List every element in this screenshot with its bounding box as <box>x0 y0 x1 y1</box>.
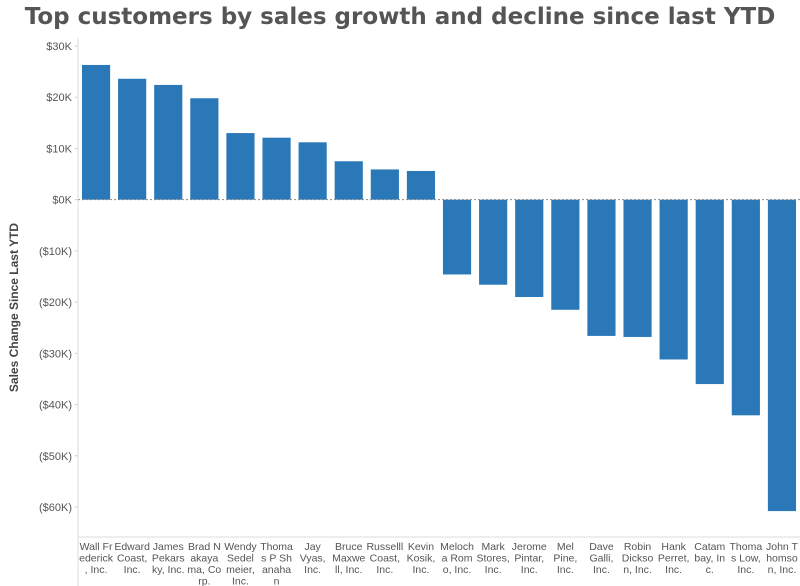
y-tick-label: ($40K) <box>39 400 72 412</box>
bar[interactable] <box>190 98 219 200</box>
x-category-label: Meloch a Rom o, Inc. <box>440 541 474 576</box>
y-tick-label: ($30K) <box>39 348 72 360</box>
bars <box>81 64 797 512</box>
y-tick-label: ($10K) <box>39 246 72 258</box>
bar[interactable] <box>442 199 472 275</box>
x-category-label: Catam bay, In c. <box>694 541 725 576</box>
x-category-label: Russelll Coast, Inc. <box>366 541 403 576</box>
y-tick-label: $30K <box>46 41 72 53</box>
y-tick-label: $0K <box>52 195 72 207</box>
bar[interactable] <box>731 199 760 416</box>
bar[interactable] <box>262 137 291 200</box>
x-category-label: Bruce Maxwe ll, Inc. <box>332 541 365 576</box>
bar[interactable] <box>587 199 616 336</box>
x-category-label: Mark Stores, Inc. <box>477 541 510 576</box>
bar[interactable] <box>154 84 183 200</box>
x-category-label: James Pekars ky, Inc. <box>152 541 185 576</box>
bar[interactable] <box>479 199 508 285</box>
y-tick-label: ($20K) <box>39 297 72 309</box>
x-category-label: Robin Dickso n, Inc. <box>622 541 654 576</box>
bar[interactable] <box>334 161 363 200</box>
x-category-label: Dave Galli, Inc. <box>589 541 614 576</box>
x-category-label: Hank Perret, Inc. <box>658 541 690 576</box>
x-category-label: Thoma s P Sh anaha n <box>260 541 293 586</box>
x-category-label: Jerome Pintar, Inc. <box>512 541 547 576</box>
bar[interactable] <box>226 133 255 200</box>
bar[interactable] <box>406 170 436 200</box>
bar[interactable] <box>623 199 652 337</box>
x-axis-categories: Wall Fr ederick, Inc.Edward Coast, Inc.Jame… <box>79 541 798 586</box>
y-tick-label: $20K <box>46 92 72 104</box>
x-category-label: Kevin Kosik, Inc. <box>407 541 436 576</box>
x-category-label: Wendy Sedel meier, Inc. <box>224 541 257 586</box>
bar[interactable] <box>370 169 399 200</box>
x-category-label: Wall Fr ederick, Inc. <box>79 541 114 576</box>
bar[interactable] <box>118 78 147 200</box>
y-tick-label: ($60K) <box>39 502 72 514</box>
x-category-label: Edward Coast, Inc. <box>114 541 150 576</box>
y-tick-label: $10K <box>46 143 72 155</box>
x-category-label: Mel Pine, Inc. <box>553 541 577 576</box>
bar[interactable] <box>767 199 797 512</box>
y-axis-label: Sales Change Since Last YTD <box>7 223 21 393</box>
y-axis-ticks: $30K $20K $10K $0K ($10K) ($20K) ($30K) ($40K) (… <box>39 41 73 514</box>
y-tick-label: ($50K) <box>39 451 72 463</box>
bar[interactable] <box>515 199 544 297</box>
bar[interactable] <box>659 199 688 360</box>
bar[interactable] <box>695 199 724 385</box>
chart-title: Top customers by sales growth and declin… <box>24 4 776 30</box>
bar[interactable] <box>551 199 580 310</box>
bar[interactable] <box>298 142 327 200</box>
x-category-label: Thoma s Low, Inc. <box>730 541 763 576</box>
x-category-label: Jay Vyas, Inc. <box>300 541 326 576</box>
bar[interactable] <box>81 64 111 200</box>
